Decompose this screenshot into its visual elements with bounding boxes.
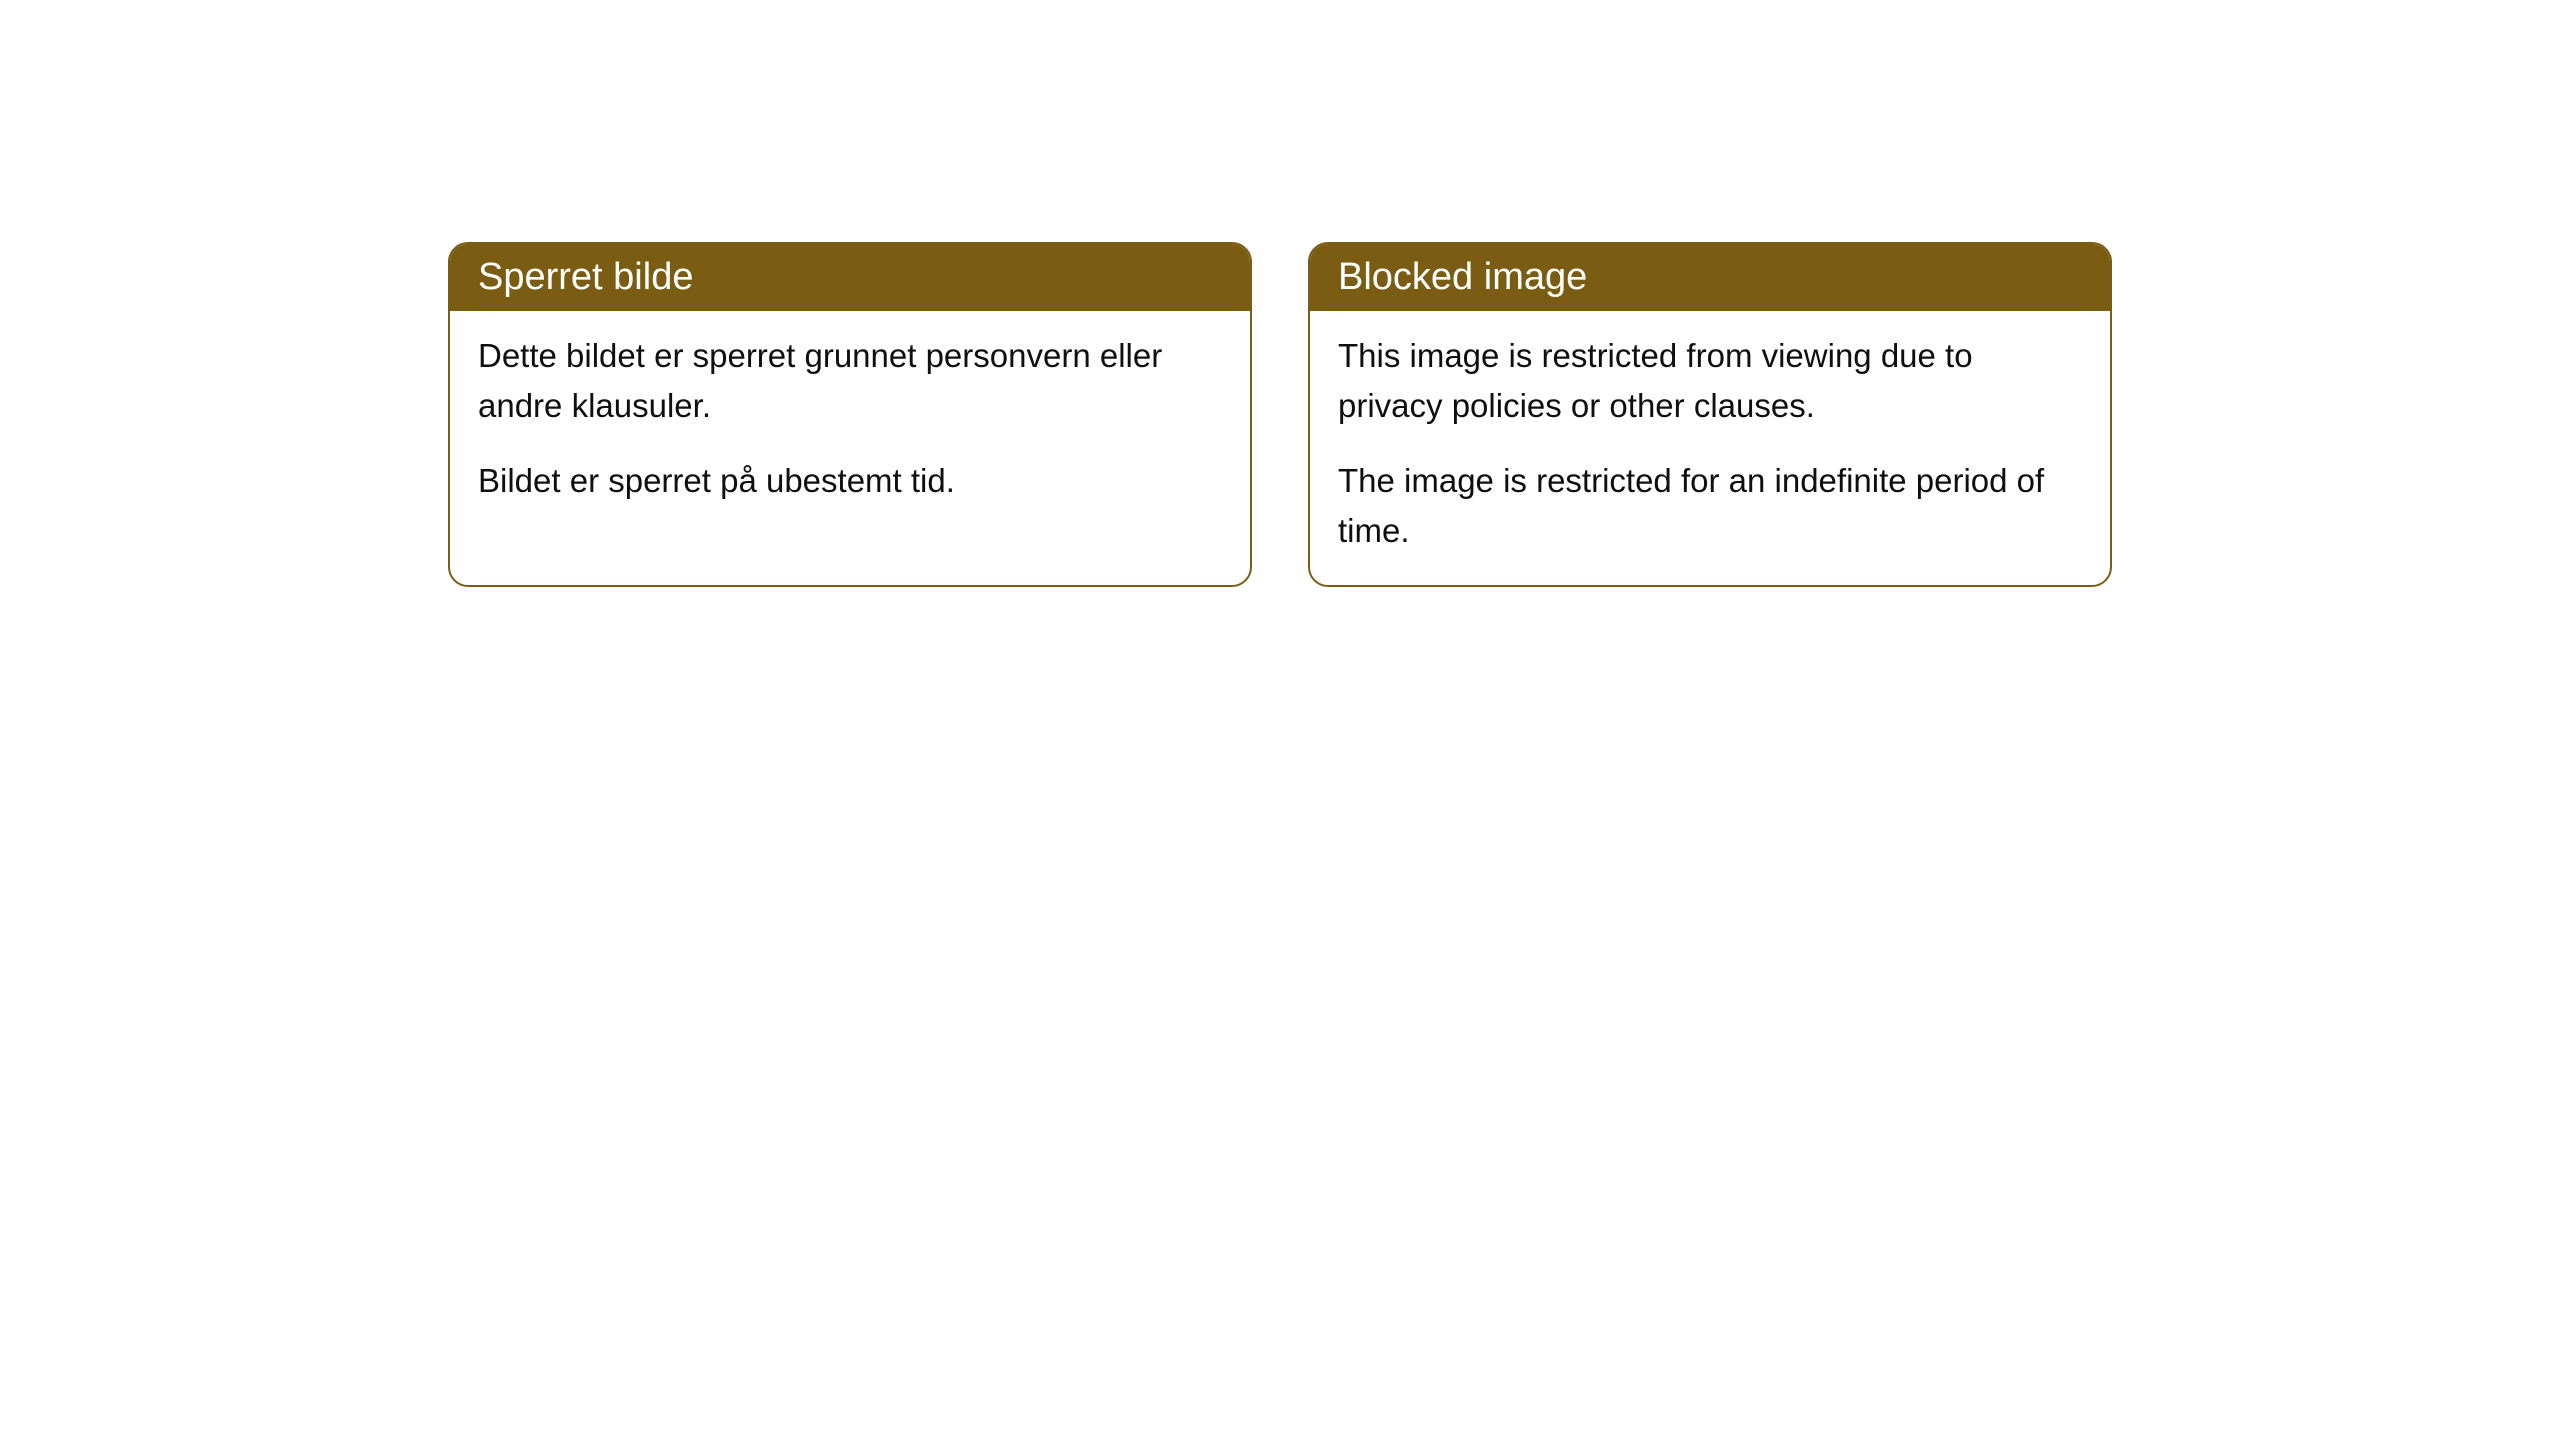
card-norwegian: Sperret bilde Dette bildet er sperret gr… [448,242,1252,587]
card-title: Blocked image [1338,256,1587,298]
card-paragraph: This image is restricted from viewing du… [1338,331,2082,430]
card-paragraph: Dette bildet er sperret grunnet personve… [478,331,1222,430]
card-english: Blocked image This image is restricted f… [1308,242,2112,587]
card-paragraph: The image is restricted for an indefinit… [1338,456,2082,555]
card-header-english: Blocked image [1310,244,2110,311]
card-body-norwegian: Dette bildet er sperret grunnet personve… [450,311,1250,536]
card-body-english: This image is restricted from viewing du… [1310,311,2110,585]
card-paragraph: Bildet er sperret på ubestemt tid. [478,456,1222,506]
cards-container: Sperret bilde Dette bildet er sperret gr… [0,0,2560,587]
card-header-norwegian: Sperret bilde [450,244,1250,311]
card-title: Sperret bilde [478,256,693,298]
